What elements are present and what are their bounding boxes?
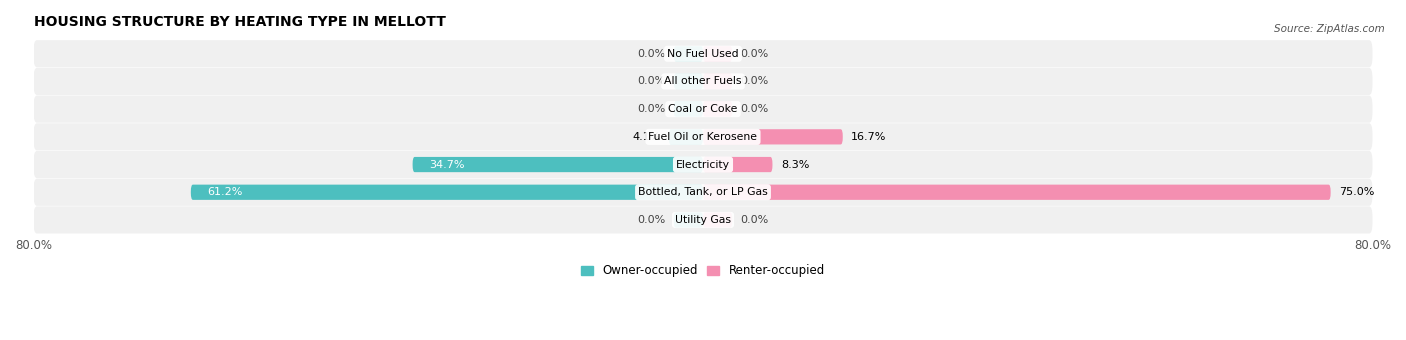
FancyBboxPatch shape [703,74,733,89]
Text: Utility Gas: Utility Gas [675,215,731,225]
Text: No Fuel Used: No Fuel Used [668,49,738,59]
FancyBboxPatch shape [673,212,703,227]
Text: All other Fuels: All other Fuels [664,76,742,86]
FancyBboxPatch shape [34,96,1372,123]
FancyBboxPatch shape [34,40,1372,67]
Text: 8.3%: 8.3% [780,159,810,170]
FancyBboxPatch shape [34,68,1372,95]
FancyBboxPatch shape [673,102,703,117]
Text: 4.1%: 4.1% [631,132,661,142]
FancyBboxPatch shape [703,46,733,61]
Text: HOUSING STRUCTURE BY HEATING TYPE IN MELLOTT: HOUSING STRUCTURE BY HEATING TYPE IN MEL… [34,15,446,29]
Text: 34.7%: 34.7% [429,159,465,170]
Text: Fuel Oil or Kerosene: Fuel Oil or Kerosene [648,132,758,142]
Text: Electricity: Electricity [676,159,730,170]
Text: Coal or Coke: Coal or Coke [668,104,738,114]
Text: 61.2%: 61.2% [208,187,243,197]
Text: 0.0%: 0.0% [741,104,769,114]
FancyBboxPatch shape [673,46,703,61]
FancyBboxPatch shape [703,102,733,117]
FancyBboxPatch shape [34,206,1372,234]
FancyBboxPatch shape [34,123,1372,150]
Text: 0.0%: 0.0% [637,49,665,59]
Text: 16.7%: 16.7% [851,132,887,142]
FancyBboxPatch shape [703,129,842,144]
FancyBboxPatch shape [703,212,733,227]
Text: 0.0%: 0.0% [637,104,665,114]
Text: 0.0%: 0.0% [741,76,769,86]
FancyBboxPatch shape [669,129,703,144]
FancyBboxPatch shape [412,157,703,172]
Text: 0.0%: 0.0% [637,215,665,225]
Text: 75.0%: 75.0% [1339,187,1375,197]
FancyBboxPatch shape [191,185,703,200]
FancyBboxPatch shape [703,157,772,172]
Text: 0.0%: 0.0% [637,76,665,86]
Text: Source: ZipAtlas.com: Source: ZipAtlas.com [1274,24,1385,34]
Text: Bottled, Tank, or LP Gas: Bottled, Tank, or LP Gas [638,187,768,197]
FancyBboxPatch shape [34,179,1372,206]
FancyBboxPatch shape [34,151,1372,178]
FancyBboxPatch shape [703,185,1330,200]
FancyBboxPatch shape [673,74,703,89]
Text: 0.0%: 0.0% [741,49,769,59]
Text: 0.0%: 0.0% [741,215,769,225]
Legend: Owner-occupied, Renter-occupied: Owner-occupied, Renter-occupied [576,260,830,282]
